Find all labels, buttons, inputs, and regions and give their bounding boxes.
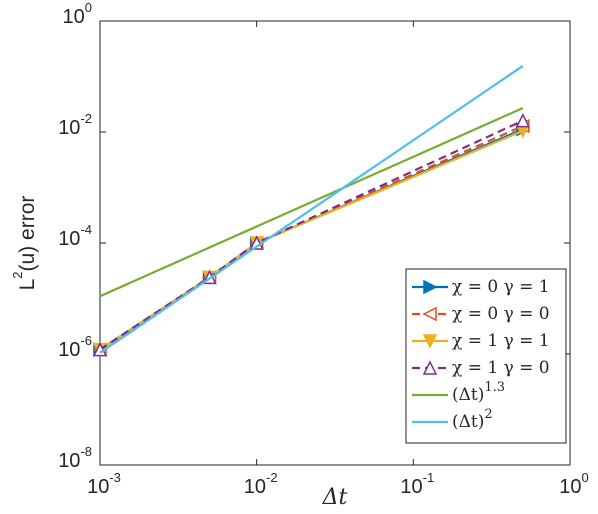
legend-name: χ = 1 γ = 0 [452,358,550,378]
tick-exponent: -2 [80,111,92,126]
tick-base: 10 [559,476,581,498]
tick-base: 10 [58,450,80,472]
tick-label: 10-3 [87,470,121,498]
series-line [99,119,524,351]
tick-exponent: -3 [109,470,121,485]
legend-box [405,268,567,444]
y-label-exponent: 2 [10,271,25,278]
tick-exponent: 0 [582,470,589,485]
tick-label: 10-2 [58,111,92,139]
legend-label: (Δt)2 [452,407,493,432]
legend-exponent: 2 [484,407,492,422]
series-line [99,107,524,298]
tick-label: 10-8 [58,444,92,472]
tick-base: 10 [87,476,109,498]
tick-base: 10 [63,6,85,28]
tick-base: 10 [244,476,266,498]
marker [422,360,438,375]
tick-exponent: -4 [80,222,92,237]
legend-name: (Δt) [452,385,484,405]
y-label-rest: (u) error [16,196,39,272]
tick-base: 10 [400,476,422,498]
tick-label: 10-4 [58,222,92,250]
marker [422,306,437,322]
tick-label: 100 [63,0,92,28]
tick-base: 10 [58,228,80,250]
tick-exponent: -2 [266,470,278,485]
marker [422,334,438,349]
legend-name: χ = 0 γ = 0 [452,304,550,324]
y-axis-label: L2(u) error [10,196,38,291]
tick-label: 10-2 [244,470,278,498]
legend-label: χ = 1 γ = 0 [452,358,550,378]
tick-exponent: -1 [423,470,435,485]
tick-label: 100 [559,470,588,498]
y-label-base: L [16,279,39,291]
axes-box [99,20,571,466]
legend-label: (Δt)1.3 [452,380,505,405]
legend-label: χ = 0 γ = 1 [452,277,550,297]
legend-label: χ = 0 γ = 0 [452,304,550,324]
legend-name: (Δt) [452,412,484,432]
tick-exponent: -6 [80,333,92,348]
x-axis-label: Δt [322,485,348,510]
marker [423,279,438,295]
tick-base: 10 [58,117,80,139]
marker [515,112,531,128]
tick-label: 10-6 [58,333,92,361]
tick-exponent: 0 [85,0,92,15]
legend-name: χ = 0 γ = 1 [452,277,550,297]
legend-exponent: 1.3 [484,380,505,395]
tick-exponent: -8 [80,444,92,459]
series-line [99,65,524,354]
tick-label: 10-1 [400,470,434,498]
marker [249,235,264,250]
tick-base: 10 [58,339,80,361]
legend-name: χ = 1 γ = 1 [452,331,550,351]
legend-label: χ = 1 γ = 1 [452,331,550,351]
